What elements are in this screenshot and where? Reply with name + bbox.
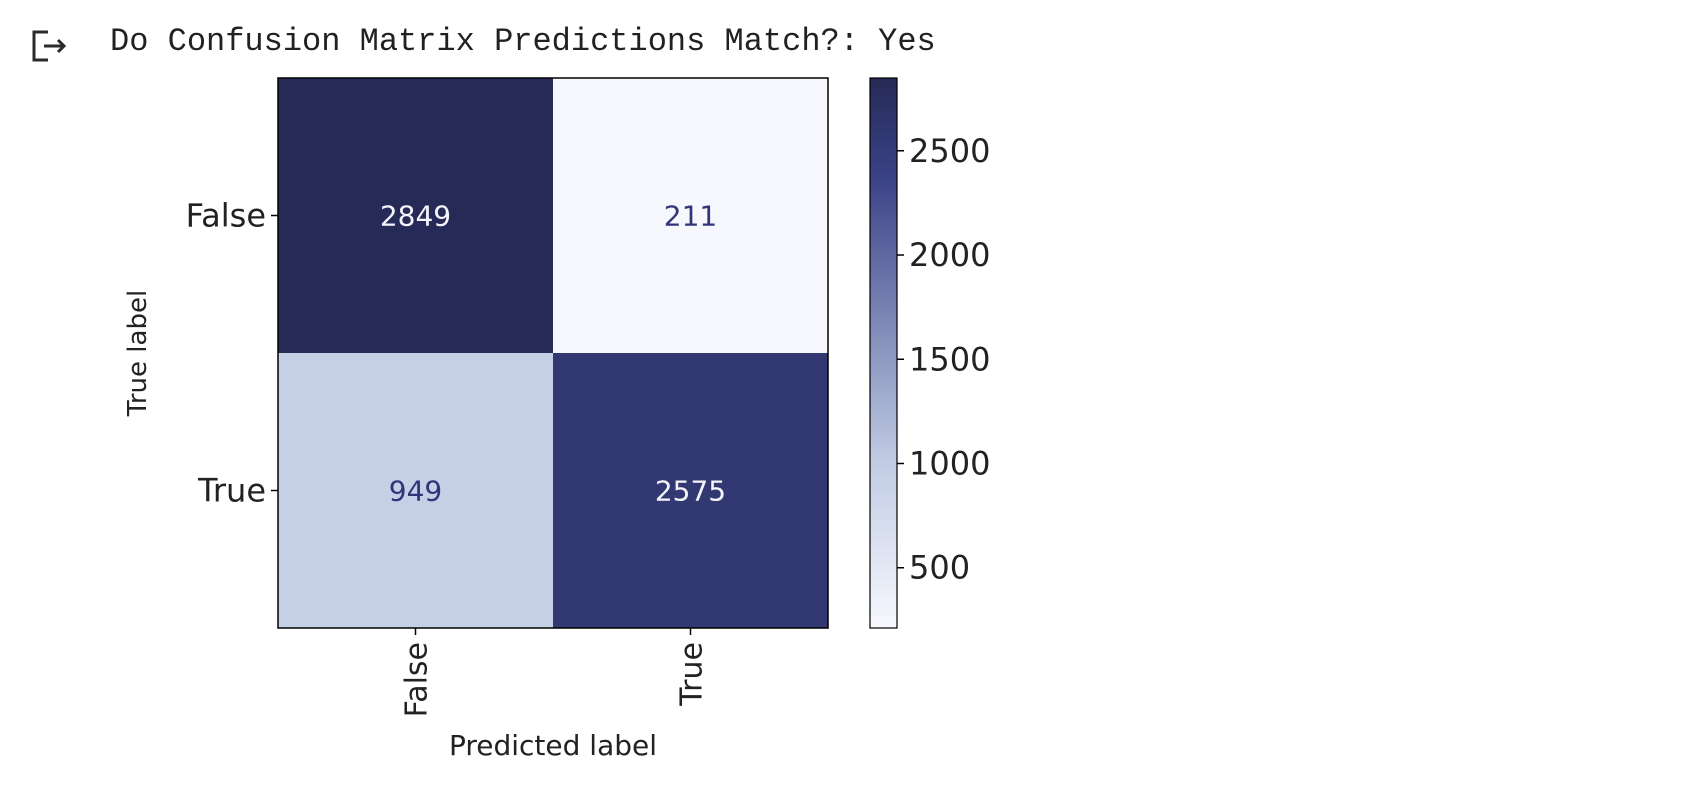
y-axis-label: True label (123, 290, 153, 417)
colorbar-tick-label: 2500 (909, 132, 990, 170)
colorbar-tick-label: 1000 (909, 445, 990, 483)
colorbar-ticks: 500 1000 1500 2000 2500 (897, 132, 990, 587)
x-axis-label: Predicted label (449, 729, 657, 762)
output-text: Do Confusion Matrix Predictions Match?: … (110, 23, 936, 60)
x-tick-label: False (400, 642, 435, 717)
y-tick-label: False (186, 197, 266, 235)
colorbar-tick-label: 2000 (909, 236, 990, 274)
cm-cell-value: 211 (664, 200, 717, 233)
cm-cell-value: 2849 (380, 200, 451, 233)
axis-ticks: False True False True (186, 197, 710, 718)
output-arrow-icon (30, 24, 70, 64)
colorbar-tick-label: 1500 (909, 340, 990, 378)
y-tick-label: True (197, 472, 266, 510)
colorbar (869, 77, 898, 629)
colorbar-tick-label: 500 (909, 549, 970, 587)
cm-cell (553, 353, 828, 628)
plot-frame (277, 77, 829, 629)
cm-cell (278, 353, 553, 628)
cm-cell-value: 949 (389, 475, 442, 508)
cm-cell-value: 2575 (655, 475, 726, 508)
x-tick-label: True (675, 642, 710, 707)
cm-cells: 2849 211 949 2575 (278, 78, 828, 628)
cm-cell (553, 78, 828, 353)
cm-cell (278, 78, 553, 353)
